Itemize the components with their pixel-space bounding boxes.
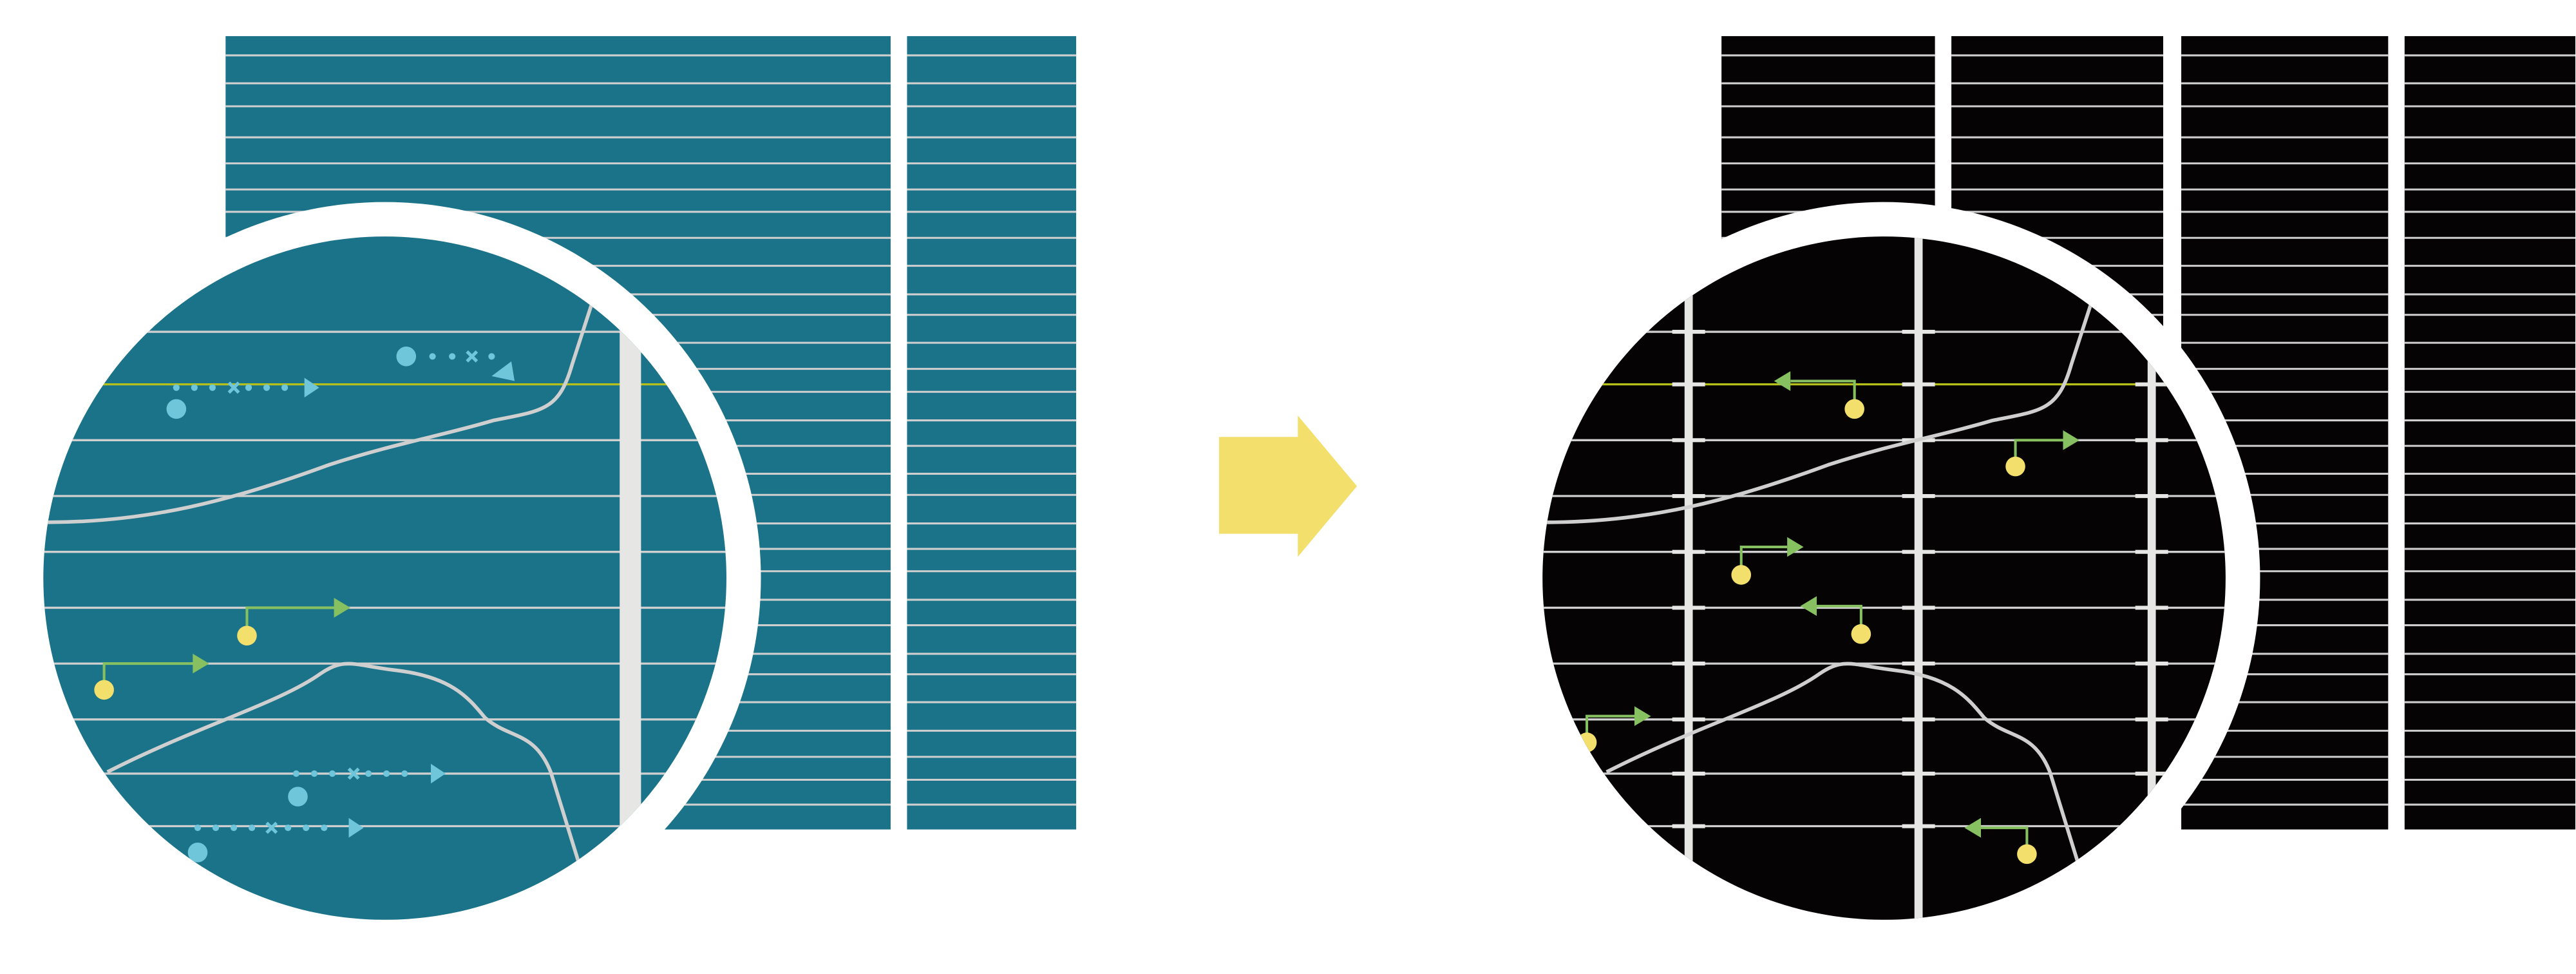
green-arrowhead <box>334 598 351 618</box>
cross-mark <box>265 821 278 834</box>
trajectory-curve <box>106 662 581 863</box>
green-arrowhead <box>1787 537 1804 557</box>
cross-mark <box>347 767 360 780</box>
yellow-dot <box>1731 565 1752 585</box>
green-arrowhead <box>1774 371 1791 391</box>
green-arrowhead <box>1634 706 1651 726</box>
magnifier-lens <box>43 236 726 920</box>
cross-mark <box>466 350 478 363</box>
small-dot <box>245 384 252 391</box>
small-dot <box>449 353 456 360</box>
small-dot <box>212 824 220 832</box>
green-arrowhead <box>1800 596 1817 616</box>
green-arrowhead <box>193 653 209 674</box>
small-dot <box>401 770 408 778</box>
before-panel <box>8 36 1077 955</box>
small-dot <box>303 824 310 832</box>
green-arrowhead <box>1964 817 1981 838</box>
small-dot <box>292 770 300 778</box>
yellow-dot <box>2005 456 2025 477</box>
trajectory-curve <box>1546 303 2093 524</box>
small-dot <box>328 770 336 778</box>
small-dot <box>230 824 238 832</box>
small-dot <box>429 353 436 360</box>
trajectory-curve <box>46 303 594 524</box>
lens-background <box>1542 236 2226 920</box>
blue-marker-dot <box>396 346 417 367</box>
lens-background <box>43 236 726 920</box>
small-dot <box>383 770 390 778</box>
small-dot <box>173 384 180 391</box>
small-dot <box>209 384 216 391</box>
small-dot <box>321 824 328 832</box>
small-dot <box>365 770 372 778</box>
small-dot <box>191 384 198 391</box>
blue-marker-dot <box>187 843 208 863</box>
small-dot <box>263 384 270 391</box>
after-panel <box>1508 36 2576 955</box>
blue-marker-dot <box>288 787 308 807</box>
small-dot <box>285 824 292 832</box>
yellow-dot <box>2017 844 2037 864</box>
small-dot <box>310 770 318 778</box>
blue-arrowhead <box>304 377 319 398</box>
green-arrowhead <box>2063 430 2079 450</box>
blue-arrowhead <box>431 763 446 784</box>
yellow-dot <box>1851 624 1871 644</box>
yellow-dot <box>237 625 257 646</box>
small-dot <box>249 824 256 832</box>
blue-arrowhead <box>491 361 515 381</box>
yellow-dot <box>1844 399 1864 419</box>
yellow-dot <box>94 680 114 700</box>
panel-column-4 <box>2404 36 2576 830</box>
panel-column-2 <box>907 36 1077 830</box>
small-dot <box>194 824 202 832</box>
transition-arrow <box>1218 415 1358 557</box>
blue-marker-dot <box>166 399 187 419</box>
cross-mark <box>227 381 240 394</box>
small-dot <box>281 384 289 391</box>
small-dot <box>488 353 495 360</box>
magnifier-lens <box>1542 236 2226 920</box>
blue-arrowhead <box>348 817 364 838</box>
trajectory-curve <box>1605 662 2080 863</box>
